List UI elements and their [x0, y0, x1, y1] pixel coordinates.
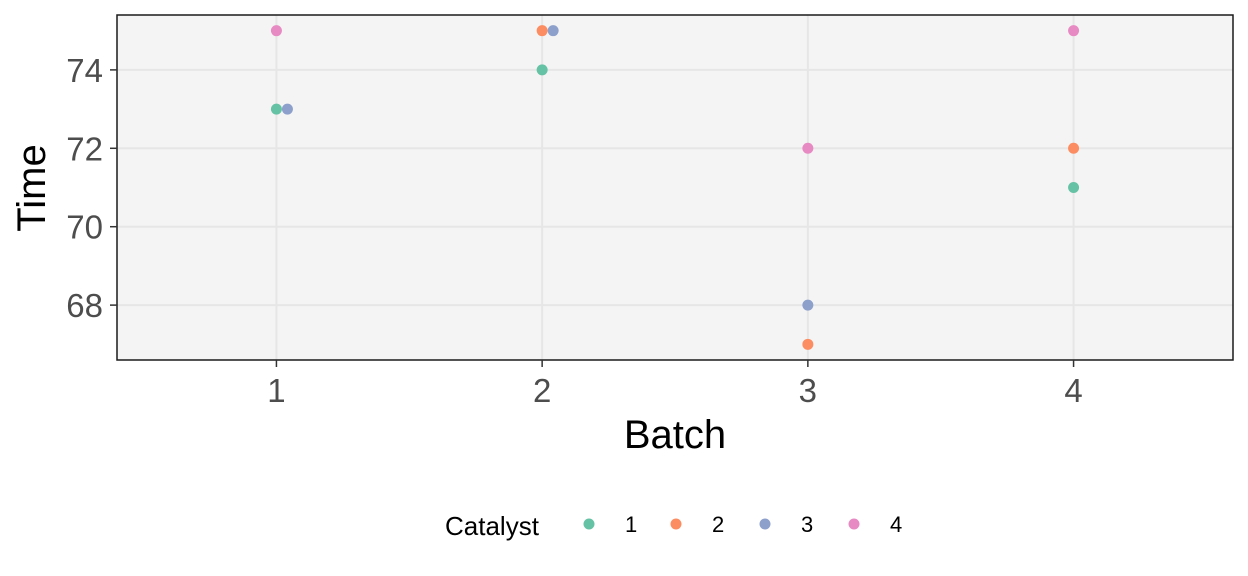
legend-key-4 — [848, 518, 860, 530]
plot-border — [116, 14, 1234, 361]
data-point-catalyst-4 — [1068, 25, 1080, 37]
legend-label-2: 2 — [712, 512, 724, 537]
legend: Catalyst 1 2 3 4 — [445, 511, 902, 541]
legend-label-1: 1 — [625, 512, 637, 537]
data-point-catalyst-3 — [802, 299, 814, 311]
data-points — [270, 25, 1080, 350]
legend-label-3: 3 — [801, 512, 813, 537]
x-tick-label: 1 — [267, 372, 285, 409]
x-tick-label: 3 — [799, 372, 817, 409]
y-tick-label: 68 — [66, 287, 103, 324]
data-point-catalyst-3 — [281, 103, 293, 115]
data-point-catalyst-1 — [1068, 182, 1080, 193]
data-point-catalyst-2 — [1068, 142, 1080, 154]
data-point-catalyst-1 — [270, 103, 282, 115]
y-axis-title: Time — [10, 144, 54, 231]
legend-key-1 — [583, 518, 595, 530]
legend-title: Catalyst — [445, 511, 540, 541]
data-point-catalyst-2 — [802, 338, 814, 350]
y-tick-label: 74 — [66, 52, 103, 89]
x-axis-title: Batch — [624, 413, 726, 457]
legend-key-2 — [670, 518, 682, 530]
data-point-catalyst-4 — [802, 142, 814, 154]
plot-panel — [117, 15, 1233, 360]
y-axis: 68 70 72 74 — [66, 52, 117, 324]
x-tick-label: 2 — [533, 372, 551, 409]
legend-key-3 — [759, 518, 771, 530]
y-tick-label: 72 — [66, 130, 103, 167]
data-point-catalyst-1 — [536, 64, 548, 76]
y-tick-label: 70 — [66, 209, 103, 246]
x-tick-label: 4 — [1064, 372, 1082, 409]
data-point-catalyst-2 — [536, 25, 548, 37]
data-point-catalyst-3 — [547, 25, 559, 37]
x-axis: 1 2 3 4 — [267, 360, 1083, 409]
data-point-catalyst-4 — [270, 25, 282, 37]
legend-label-4: 4 — [890, 512, 902, 537]
